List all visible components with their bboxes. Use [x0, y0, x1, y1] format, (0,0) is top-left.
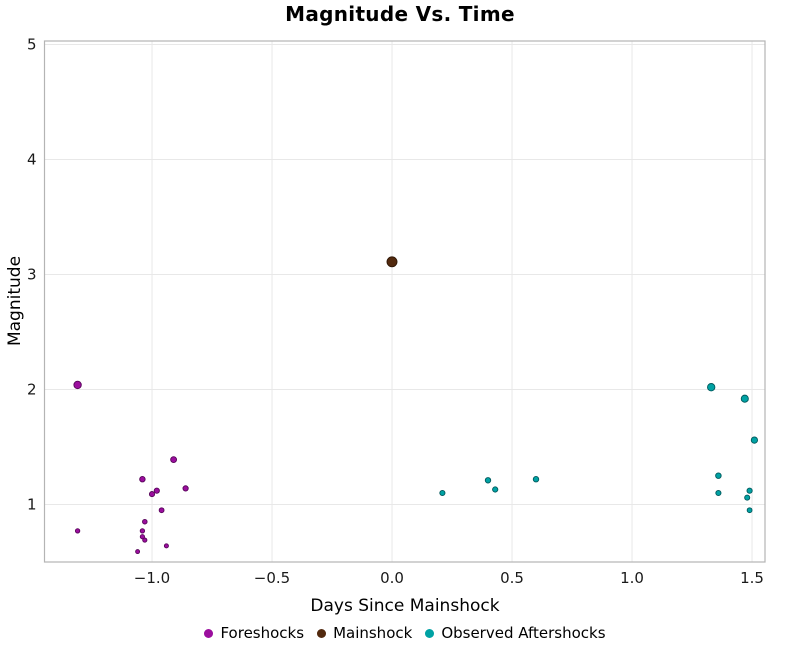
data-point-aftershocks — [484, 477, 492, 484]
legend-item-aftershocks: Observed Aftershocks — [425, 624, 606, 642]
panel-border — [43, 40, 766, 563]
legend-label-foreshocks: Foreshocks — [220, 624, 305, 642]
data-point-aftershocks — [715, 472, 722, 479]
data-point-foreshocks — [139, 476, 146, 483]
y-axis-label: Magnitude — [5, 255, 25, 347]
data-point-aftershocks — [746, 487, 753, 494]
legend: Foreshocks Mainshock Observed Aftershocks — [5, 624, 800, 642]
x-tick-label: −1.0 — [134, 569, 170, 587]
y-tick-label: 4 — [27, 150, 37, 168]
data-point-foreshocks — [73, 380, 82, 390]
legend-label-aftershocks: Observed Aftershocks — [441, 624, 606, 642]
data-point-aftershocks — [744, 494, 751, 501]
data-point-aftershocks — [492, 486, 499, 493]
data-point-aftershocks — [746, 507, 753, 514]
legend-label-mainshock: Mainshock — [333, 624, 413, 642]
data-point-foreshocks — [182, 485, 189, 492]
legend-item-mainshock: Mainshock — [317, 624, 412, 642]
x-tick-label: −0.5 — [254, 569, 290, 587]
data-point-aftershocks — [439, 489, 446, 497]
data-point-foreshocks — [163, 543, 169, 549]
data-point-aftershocks — [750, 436, 759, 444]
x-tick-label: 0.0 — [380, 569, 404, 587]
data-point-foreshocks — [142, 518, 148, 525]
data-point-mainshock — [386, 256, 398, 268]
y-tick-label: 5 — [27, 35, 37, 53]
x-tick-label: 1.5 — [740, 569, 764, 587]
data-point-aftershocks — [715, 489, 722, 497]
data-point-aftershocks — [740, 394, 749, 403]
data-point-foreshocks — [139, 534, 145, 540]
y-tick-label: 1 — [27, 495, 37, 513]
data-point-aftershocks — [707, 383, 716, 392]
data-point-foreshocks — [74, 528, 81, 534]
x-tick-label: 0.5 — [500, 569, 524, 587]
data-point-foreshocks — [148, 491, 156, 498]
legend-marker-foreshocks — [204, 628, 214, 638]
legend-item-foreshocks: Foreshocks — [204, 624, 304, 642]
y-tick-label: 2 — [27, 380, 37, 398]
x-tick-label: 1.0 — [620, 569, 644, 587]
data-point-foreshocks — [139, 528, 146, 534]
x-axis-label: Days Since Mainshock — [310, 596, 500, 616]
data-point-foreshocks — [158, 507, 165, 514]
data-point-foreshocks — [153, 487, 160, 494]
data-point-foreshocks — [170, 456, 178, 463]
y-tick-label: 3 — [27, 265, 37, 283]
data-point-foreshocks — [142, 537, 148, 543]
chart-title: Magnitude Vs. Time — [285, 2, 515, 26]
legend-marker-mainshock — [317, 628, 327, 638]
data-point-aftershocks — [532, 476, 540, 483]
data-point-foreshocks — [135, 549, 141, 555]
legend-marker-aftershocks — [425, 628, 435, 638]
